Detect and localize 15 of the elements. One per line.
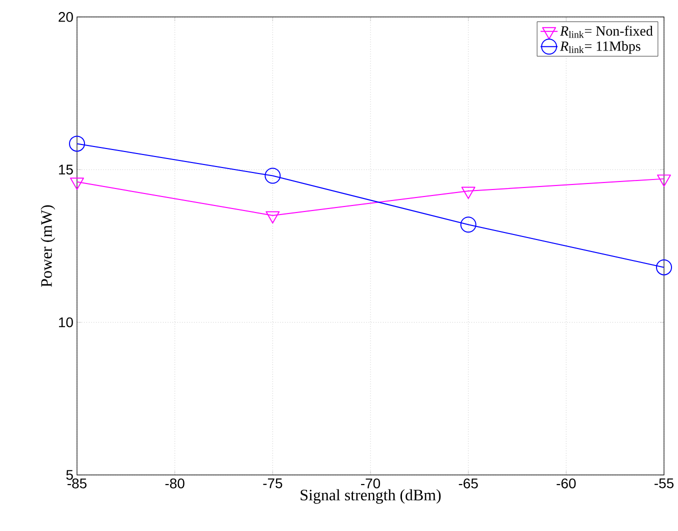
y-tick-label: 20 bbox=[58, 12, 73, 22]
legend-label: R$_{link}$= Non-fixed bbox=[560, 26, 653, 38]
x-tick-label: -85 bbox=[68, 478, 86, 488]
x-axis-title: Signal strength (dBm) bbox=[300, 489, 441, 504]
y-axis-title: Power (mW) bbox=[40, 205, 56, 287]
x-tick-label: -55 bbox=[654, 478, 674, 488]
y-tick-label: 5 bbox=[66, 470, 73, 480]
x-tick-label: -65 bbox=[458, 478, 478, 488]
legend-label: R$_{link}$= 11Mbps bbox=[560, 41, 640, 54]
x-tick-label: -70 bbox=[361, 478, 380, 488]
x-tick-label: -75 bbox=[263, 478, 282, 488]
y-tick-label: 10 bbox=[59, 317, 73, 328]
x-tick-label: -60 bbox=[556, 478, 576, 488]
y-tick-label: 15 bbox=[59, 164, 73, 175]
x-tick-label: -80 bbox=[165, 478, 184, 488]
